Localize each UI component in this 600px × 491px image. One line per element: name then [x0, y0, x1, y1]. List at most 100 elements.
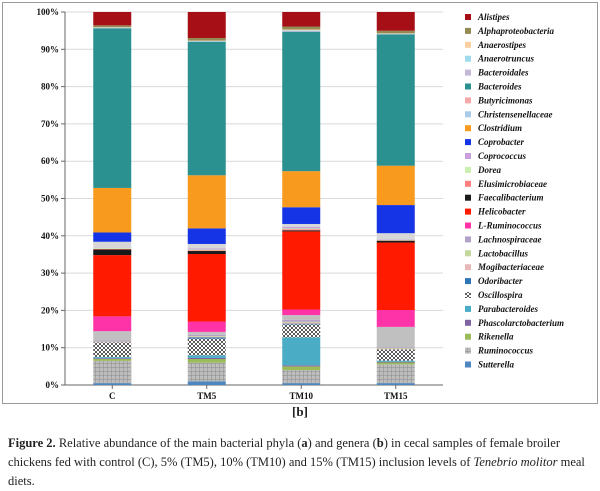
y-tick-label: 80%: [41, 82, 59, 92]
legend-swatch-lactobacillus: [465, 250, 471, 257]
bar-segment-tm5-coprobacter: [187, 248, 226, 250]
legend-swatch-faecalibacterium: [465, 194, 471, 201]
bar-segment-tm15-lachnospiraceae: [376, 347, 415, 349]
legend-swatch-christensenellaceae: [465, 111, 471, 118]
bar-segment-tm5-parabacteroides: [187, 355, 226, 358]
legend-swatch-l-ruminococcus: [465, 222, 471, 229]
bar-segment-tm10-parabacteroides: [282, 337, 321, 366]
legend-label-parabacteroides: Parabacteroides: [478, 304, 538, 314]
legend-swatch-coprobacter: [465, 139, 471, 146]
bar-segment-c-rikenella: [93, 359, 132, 361]
figure-caption: Figure 2. Relative abundance of the main…: [8, 434, 596, 490]
bar-segment-c-lachnospiraceae: [93, 340, 132, 342]
bar-segment-tm15-bacteroides: [376, 34, 415, 166]
bar-segment-c-faecalibacterium: [93, 255, 132, 317]
legend-swatch-butyricimonas: [465, 97, 471, 104]
legend-label-bacteroides: Bacteroides: [477, 82, 522, 92]
bar-segment-tm10-alphaproteobacteria: [282, 26, 321, 30]
x-tick-label-c: C: [109, 391, 116, 401]
bar-segment-tm10-coprococcus: [282, 228, 321, 230]
bar-segment-tm5-helicobacter: [187, 321, 226, 332]
caption-text-3: ) in cecal samples of female broiler chi…: [8, 436, 560, 469]
legend-swatch-clostridium: [465, 125, 471, 132]
bar-segment-tm10-odoribacter: [282, 323, 321, 325]
bar-segment-tm15-lactobacillus: [376, 348, 415, 350]
legend-swatch-elusimicrobiaceae: [465, 180, 471, 187]
legend-swatch-bacteroidales: [465, 69, 471, 76]
legend-label-alphaproteobacteria: Alphaproteobacteria: [477, 26, 554, 36]
bar-segment-c-l-ruminococcus: [93, 331, 132, 341]
legend-swatch-parabacteroides: [465, 305, 471, 312]
bar-segment-c-sutterella: [93, 383, 132, 385]
legend-label-clostridium: Clostridium: [478, 123, 522, 133]
bar-segment-tm10-mogibacteriaceae: [282, 322, 321, 324]
panel-label: [b]: [292, 404, 308, 419]
y-tick-label: 10%: [41, 343, 59, 353]
bar-segment-tm15-oscillospira: [376, 349, 415, 361]
y-tick-label: 90%: [41, 44, 59, 54]
legend-label-anaerotruncus: Anaerotruncus: [477, 54, 535, 64]
bar-segment-tm10-phascolarctobacterium: [282, 365, 321, 367]
x-tick-label-tm5: TM5: [197, 391, 216, 401]
legend-swatch-coprococcus: [465, 153, 471, 159]
y-tick-label: 20%: [41, 305, 59, 315]
legend-label-phascolarctobacterium: Phascolarctobacterium: [478, 318, 564, 328]
bar-segment-tm15-christensenellaceae: [376, 205, 415, 234]
caption-text-2: ) and genera (: [307, 436, 377, 450]
legend-label-faecalibacterium: Faecalibacterium: [477, 193, 544, 203]
x-tick-label-tm15: TM15: [384, 391, 408, 401]
legend-swatch-alphaproteobacteria: [465, 27, 471, 34]
legend-swatch-odoribacter: [465, 278, 471, 285]
bar-segment-tm10-lactobacillus: [282, 321, 321, 323]
legend-label-sutterella: Sutterella: [478, 360, 515, 370]
bar-segment-c-bacteroides: [93, 28, 132, 188]
legend-swatch-dorea: [465, 166, 471, 173]
bar-segment-tm15-sutterella: [376, 383, 415, 385]
legend-label-butyricimonas: Butyricimonas: [477, 95, 533, 105]
bar-segment-tm5-lachnospiraceae: [187, 334, 226, 337]
legend-swatch-phascolarctobacterium: [465, 319, 471, 326]
legend-swatch-sutterella: [465, 361, 471, 368]
bar-segment-tm5-coprococcus: [187, 249, 226, 251]
bar-segment-tm15-ruminococcus: [376, 364, 415, 384]
y-tick-label: 0%: [46, 380, 60, 390]
bar-segment-c-coprococcus: [93, 248, 132, 249]
bar-segment-tm10-anaerostipes: [282, 29, 321, 31]
bar-segment-tm5-lactobacillus: [187, 336, 226, 337]
caption-figure-label: Figure 2.: [8, 436, 56, 450]
bar-segment-tm10-l-ruminococcus: [282, 315, 321, 320]
legend-swatch-ruminococcus: [465, 347, 471, 354]
legend-label-coprobacter: Coprobacter: [478, 137, 524, 147]
bar-segment-tm15-l-ruminococcus: [376, 326, 415, 348]
bar-segment-tm10-rikenella: [282, 366, 321, 371]
bar-segment-tm15-parabacteroides: [376, 360, 415, 362]
stacked-bar-chart: 0% 10% 20% 30% 40% 50% 60% 70% 80% 90% 100% C TM5 TM1…: [37, 7, 565, 401]
legend-swatch-alistipes: [465, 14, 471, 20]
y-tick-label: 30%: [41, 268, 59, 278]
bar-segment-tm10-faecalibacterium: [282, 231, 321, 310]
legend-label-dorea: Dorea: [477, 165, 501, 175]
bar-segment-tm15-alistipes: [376, 12, 415, 31]
caption-a: a: [301, 436, 308, 450]
legend-label-christensenellaceae: Christensenellaceae: [478, 109, 553, 119]
legend-label-anaerostipes: Anaerostipes: [477, 40, 527, 50]
bar-segment-tm15-clostridium: [376, 233, 415, 240]
bar-segment-tm15-phascolarctobacterium: [376, 361, 415, 363]
legend-label-alistipes: Alistipes: [477, 12, 510, 22]
bar-segment-tm10-clostridium: [282, 223, 321, 227]
bar-segment-tm5-alphaproteobacteria: [187, 37, 226, 41]
bar-segment-c-helicobacter: [93, 316, 132, 332]
y-tick-label: 70%: [41, 119, 59, 129]
y-tick-label: 60%: [41, 156, 59, 166]
legend-swatch-oscillospira: [465, 292, 471, 298]
bar-segment-tm5-rikenella: [187, 359, 226, 363]
legend-label-odoribacter: Odoribacter: [478, 276, 523, 286]
legend-label-coprococcus: Coprococcus: [478, 151, 526, 161]
bar-segment-tm5-clostridium: [187, 243, 226, 249]
legend-swatch-mogibacteriaceae: [465, 264, 471, 271]
bar-segment-tm5-odoribacter: [187, 337, 226, 339]
bar-segment-tm5-christensenellaceae: [187, 228, 226, 244]
bar-segment-c-elusimicrobiaceae: [93, 249, 132, 256]
legend-swatch-lachnospiraceae: [465, 236, 471, 243]
bar-segment-tm15-rikenella: [376, 362, 415, 365]
